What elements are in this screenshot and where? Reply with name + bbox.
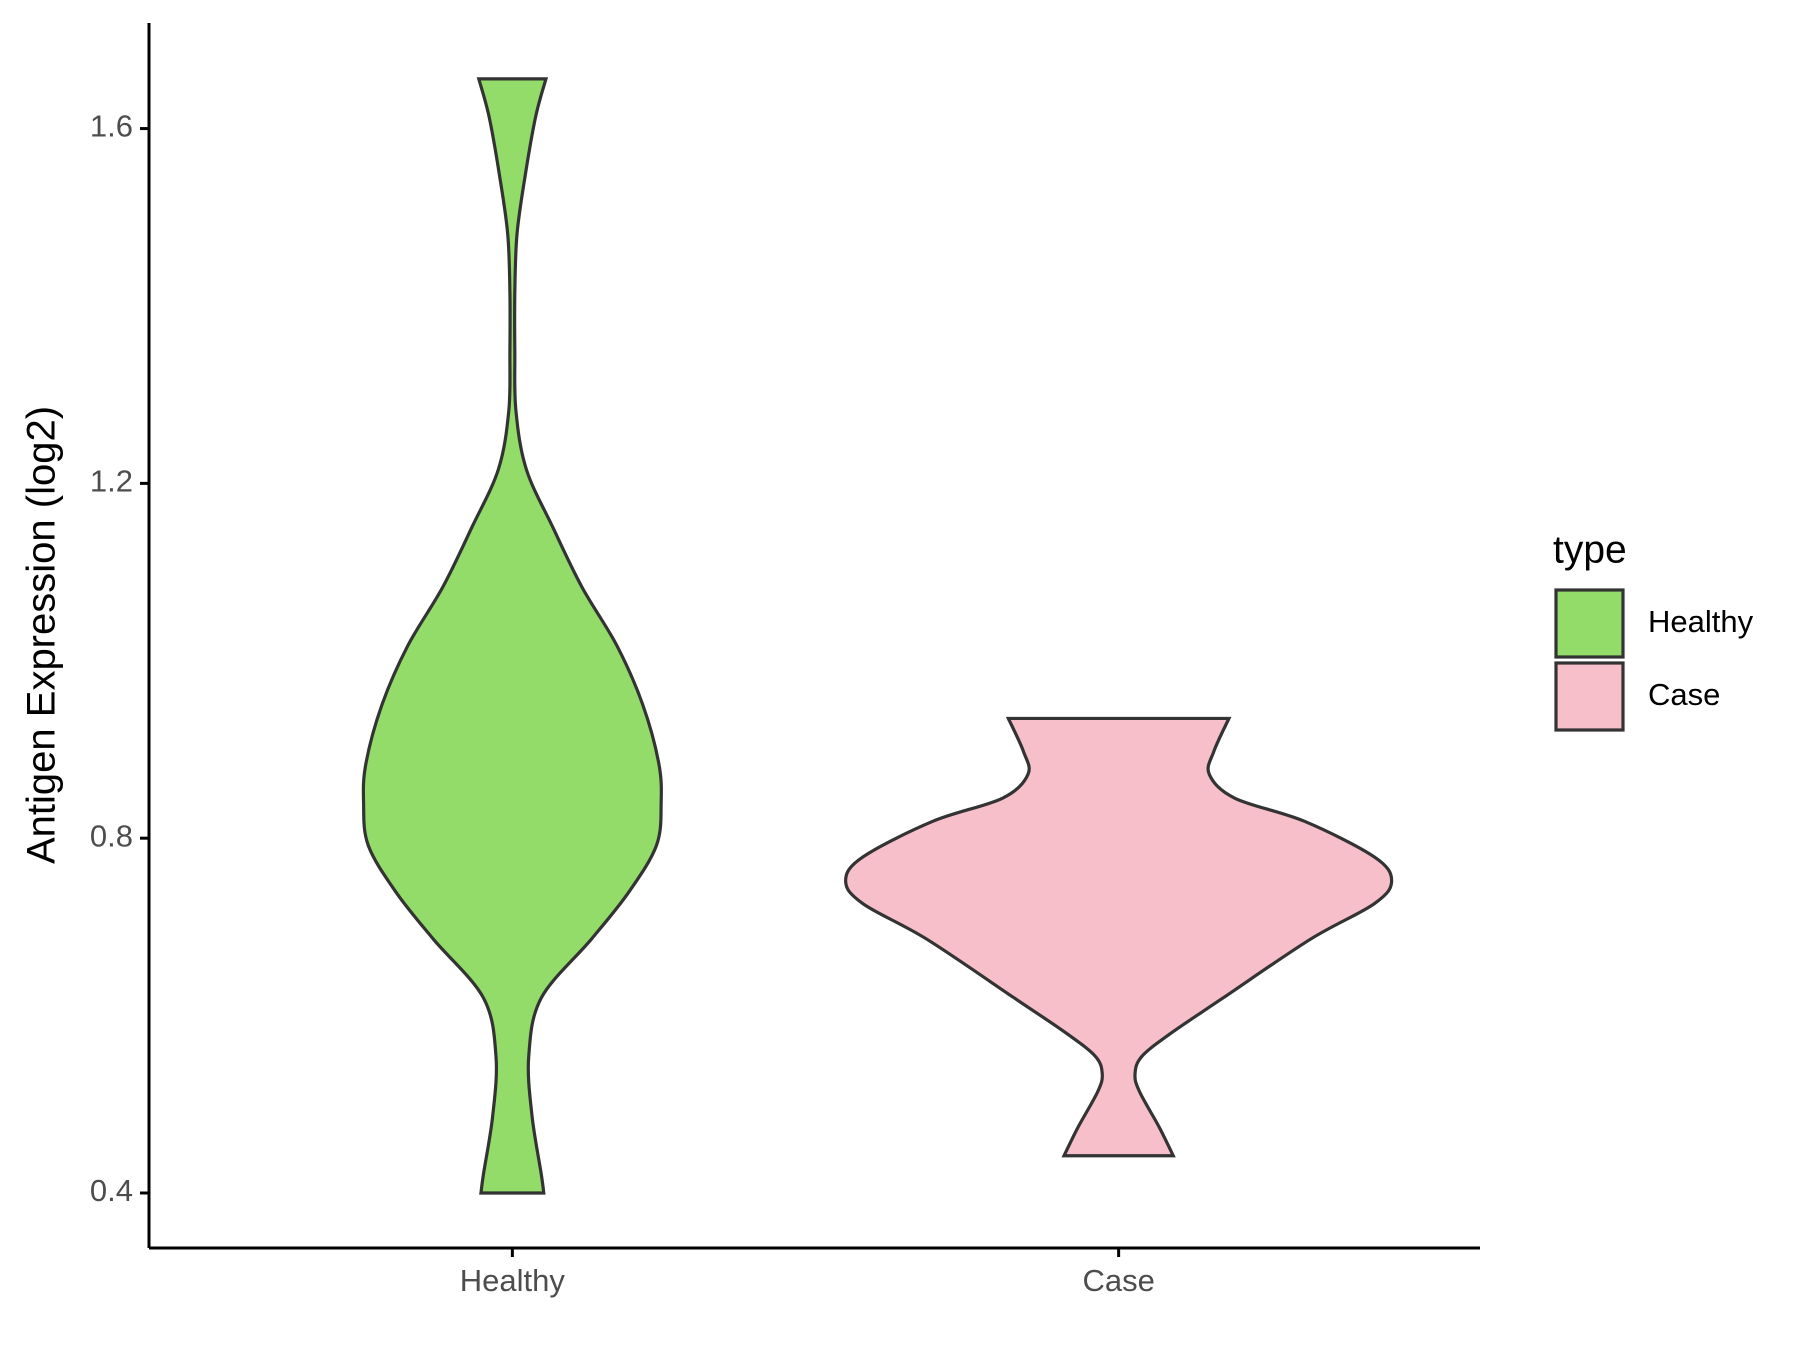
legend-key bbox=[1554, 661, 1625, 732]
y-tick-label: 0.4 bbox=[90, 1173, 133, 1208]
legend-title: type bbox=[1553, 528, 1627, 571]
y-tick-label: 1.2 bbox=[90, 464, 133, 499]
y-tick-label: 0.8 bbox=[90, 818, 133, 853]
x-tick-label: Case bbox=[1082, 1263, 1154, 1298]
y-axis-label: Antigen Expression (log2) bbox=[20, 406, 64, 864]
y-tick-label: 1.6 bbox=[90, 109, 133, 144]
x-tick-label: Healthy bbox=[460, 1263, 566, 1298]
violin bbox=[844, 716, 1394, 1158]
legend-label: Case bbox=[1648, 677, 1720, 712]
legend-key bbox=[1554, 588, 1625, 659]
violin bbox=[361, 77, 663, 1195]
legend-label: Healthy bbox=[1648, 604, 1754, 639]
